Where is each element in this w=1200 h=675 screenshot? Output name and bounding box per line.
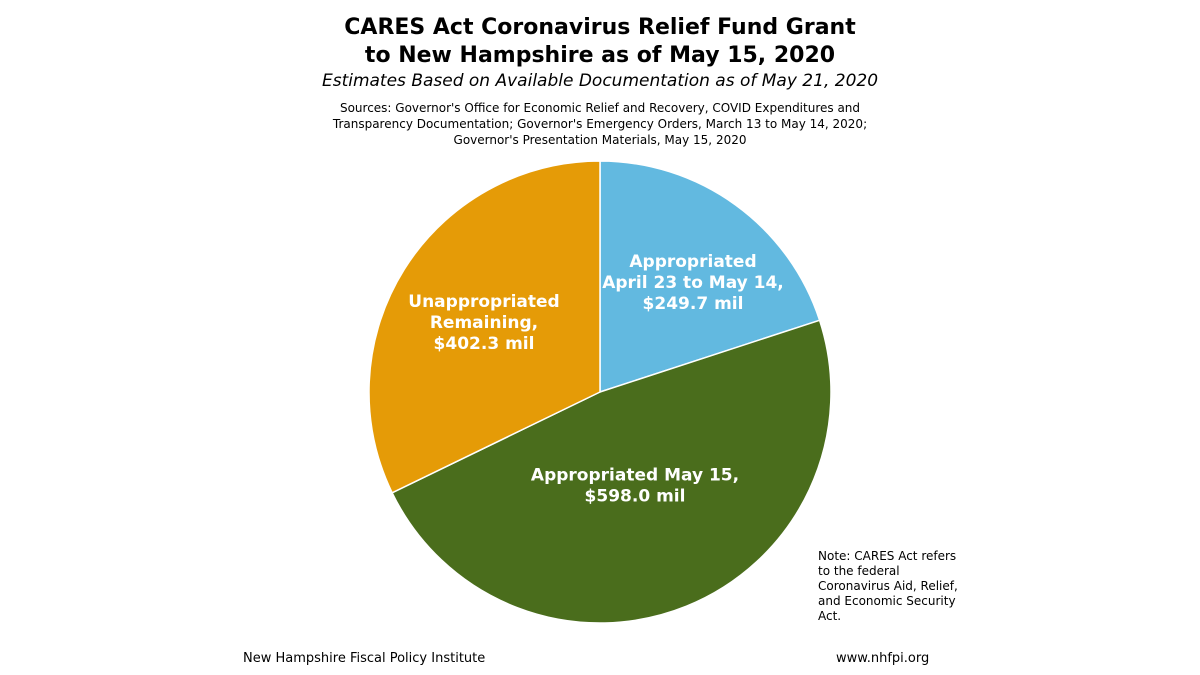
sources-line: Governor's Presentation Materials, May 1… [453, 133, 747, 147]
slice-label: Appropriated May 15, $598.0 mil [531, 466, 739, 507]
sources: Sources: Governor's Office for Economic … [300, 100, 900, 148]
pie-slice [391, 319, 832, 624]
slice-label-line: $402.3 mil [434, 334, 535, 354]
slice-label-line: Appropriated [629, 252, 756, 272]
slice-label: Unappropriated Remaining, $402.3 mil [408, 292, 559, 354]
slice-label-line: Unappropriated [408, 292, 559, 312]
slice-label-line: Appropriated May 15, [531, 466, 739, 486]
note: Note: CARES Act refers to the federal Co… [818, 549, 958, 623]
slice-label-line: April 23 to May 14, [602, 273, 784, 293]
slice-label: Appropriated April 23 to May 14, $249.7 mi… [602, 252, 784, 314]
footer-website: www.nhfpi.org [836, 651, 930, 666]
pie-slice [599, 160, 821, 394]
slice-label-line: Remaining, [430, 313, 538, 333]
chart-subtitle: Estimates Based on Available Documentati… [321, 71, 879, 91]
slice-label-line: $598.0 mil [585, 487, 686, 507]
chart-title-line: CARES Act Coronavirus Relief Fund Grant [344, 15, 856, 40]
sources-line: Transparency Documentation; Governor's E… [332, 117, 868, 131]
footer-organization: New Hampshire Fiscal Policy Institute [243, 651, 486, 666]
sources-line: Sources: Governor's Office for Economic … [339, 101, 861, 115]
slice-label-line: $249.7 mil [643, 294, 744, 314]
chart-title: CARES Act Coronavirus Relief Fund Grant … [0, 14, 1200, 70]
pie-slice [368, 160, 601, 494]
chart-title-line: to New Hampshire as of May 15, 2020 [364, 43, 836, 68]
